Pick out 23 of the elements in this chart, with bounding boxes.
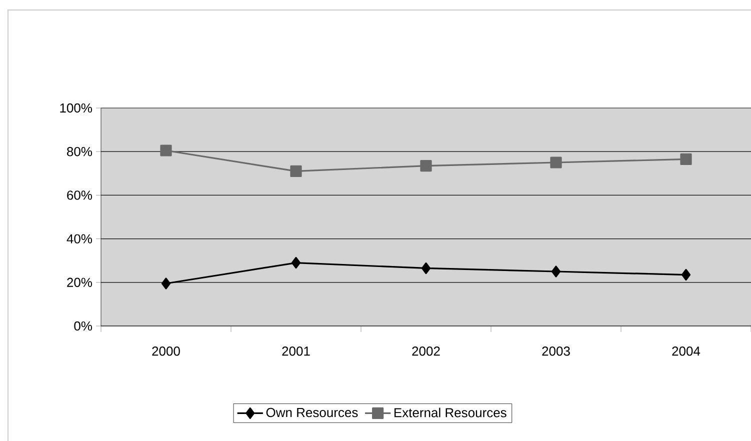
- point: [160, 144, 172, 156]
- x-tick-label: 2002: [412, 346, 440, 356]
- y-tick-label: 20%: [67, 278, 92, 287]
- y-tick-label: 80%: [67, 146, 92, 156]
- y-tick-label: 0%: [74, 321, 92, 331]
- point: [551, 266, 561, 278]
- y-tick-label: 100%: [60, 103, 92, 113]
- legend-label: Own Resources: [266, 408, 358, 418]
- point: [680, 153, 692, 166]
- point: [681, 268, 691, 281]
- x-tick-label: 2000: [152, 346, 180, 356]
- point: [421, 262, 431, 274]
- legend-label: External Resources: [394, 408, 506, 418]
- x-tick-label: 2001: [282, 346, 310, 356]
- point: [290, 165, 302, 178]
- x-tick-label: 2004: [672, 346, 700, 356]
- point: [550, 156, 562, 168]
- y-tick-label: 40%: [66, 234, 92, 244]
- point: [420, 160, 432, 172]
- y-tick-label: 60%: [67, 190, 92, 200]
- point: [161, 278, 171, 290]
- point: [291, 256, 301, 269]
- x-tick-label: 2003: [542, 346, 570, 356]
